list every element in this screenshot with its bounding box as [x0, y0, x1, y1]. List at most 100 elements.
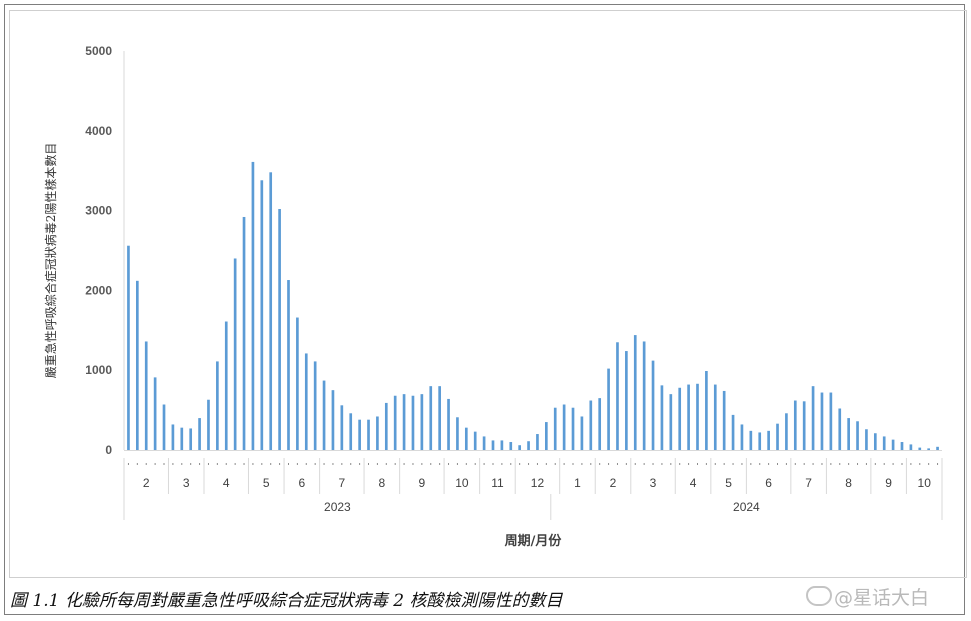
bar	[296, 317, 299, 450]
bar	[882, 436, 886, 450]
bar	[767, 430, 770, 450]
month-label: 12	[531, 476, 545, 490]
bar	[776, 423, 779, 450]
bar	[376, 416, 379, 450]
bar	[171, 424, 175, 450]
bar	[936, 446, 939, 450]
bar	[571, 407, 575, 450]
bar	[918, 447, 922, 450]
month-label: 5	[725, 476, 732, 490]
bar	[625, 351, 628, 450]
bar	[758, 432, 762, 450]
bar	[384, 402, 388, 450]
bar	[233, 258, 237, 450]
watermark-text: @星话大白	[834, 587, 930, 609]
month-label: 11	[491, 476, 504, 490]
y-tick-label: 1000	[85, 363, 112, 377]
y-tick-label: 4000	[85, 124, 112, 138]
bar	[785, 413, 788, 450]
year-label: 2023	[324, 500, 351, 514]
bar	[393, 395, 397, 450]
bar	[242, 216, 246, 450]
bar	[224, 321, 228, 450]
bar	[136, 280, 139, 450]
bar	[838, 408, 842, 450]
bar	[278, 209, 281, 450]
bar	[669, 394, 673, 450]
bar	[722, 390, 726, 450]
month-label: 5	[263, 476, 270, 490]
bar	[349, 413, 353, 450]
bar	[358, 419, 361, 450]
bar	[793, 400, 797, 450]
bar	[856, 421, 859, 450]
month-label: 10	[455, 476, 469, 490]
weekly-positive-chart: 0 1000 2000 3000 4000 5000 嚴重急性呼吸綜合症冠狀病毒2陽性樣本數…	[43, 44, 943, 549]
bar	[687, 384, 690, 450]
bar	[322, 380, 326, 450]
bar	[900, 442, 904, 450]
bar	[811, 386, 815, 450]
bar	[589, 400, 593, 450]
bar	[509, 442, 513, 450]
bar	[740, 424, 744, 450]
bar	[705, 371, 708, 450]
bar	[180, 427, 184, 450]
bar	[447, 398, 450, 450]
month-label: 9	[885, 476, 892, 490]
bar	[153, 377, 157, 450]
bar	[313, 361, 317, 450]
month-label: 2	[143, 476, 150, 490]
bar	[927, 448, 930, 450]
y-tick-label: 5000	[85, 44, 112, 58]
bar	[749, 430, 753, 450]
bar	[420, 394, 424, 450]
y-tick-label: 2000	[85, 283, 112, 297]
weibo-logo-icon	[806, 586, 832, 606]
bar	[411, 395, 415, 450]
bar	[553, 407, 557, 450]
bar	[891, 439, 895, 450]
y-tick-label: 0	[105, 443, 112, 457]
bar	[367, 419, 370, 450]
bar	[162, 404, 166, 450]
bar	[144, 341, 148, 450]
bar	[127, 245, 130, 450]
bar	[189, 428, 193, 450]
bar	[580, 416, 584, 450]
bar	[847, 418, 850, 450]
month-label: 8	[845, 476, 852, 490]
bar	[909, 444, 913, 450]
month-label: 9	[419, 476, 426, 490]
bar	[482, 436, 486, 450]
bar	[562, 404, 566, 450]
month-label: 1	[574, 476, 581, 490]
bar	[473, 431, 477, 450]
bar	[651, 360, 655, 450]
month-label: 4	[690, 476, 697, 490]
bar	[731, 414, 735, 450]
bar	[304, 353, 308, 450]
bar	[713, 384, 717, 450]
bar	[251, 161, 255, 451]
bar	[340, 405, 344, 450]
bar	[820, 392, 824, 450]
bar	[491, 440, 495, 450]
month-label: 4	[223, 476, 230, 490]
month-label: 10	[918, 476, 932, 490]
y-axis-title: 嚴重急性呼吸綜合症冠狀病毒2陽性樣本數目	[43, 143, 58, 379]
bar	[429, 386, 433, 450]
figure-frame: 0 1000 2000 3000 4000 5000 嚴重急性呼吸綜合症冠狀病毒2陽性樣本數…	[4, 4, 967, 615]
bar	[198, 418, 201, 450]
bar	[545, 422, 548, 450]
year-label: 2024	[733, 500, 760, 514]
bar	[207, 399, 210, 450]
bar	[402, 394, 406, 450]
bar	[500, 440, 504, 450]
month-label: 3	[183, 476, 190, 490]
bar	[527, 441, 530, 450]
bar	[598, 398, 602, 450]
bar	[456, 417, 459, 450]
weibo-watermark: @星话大白	[806, 583, 929, 610]
month-label: 7	[805, 476, 812, 490]
